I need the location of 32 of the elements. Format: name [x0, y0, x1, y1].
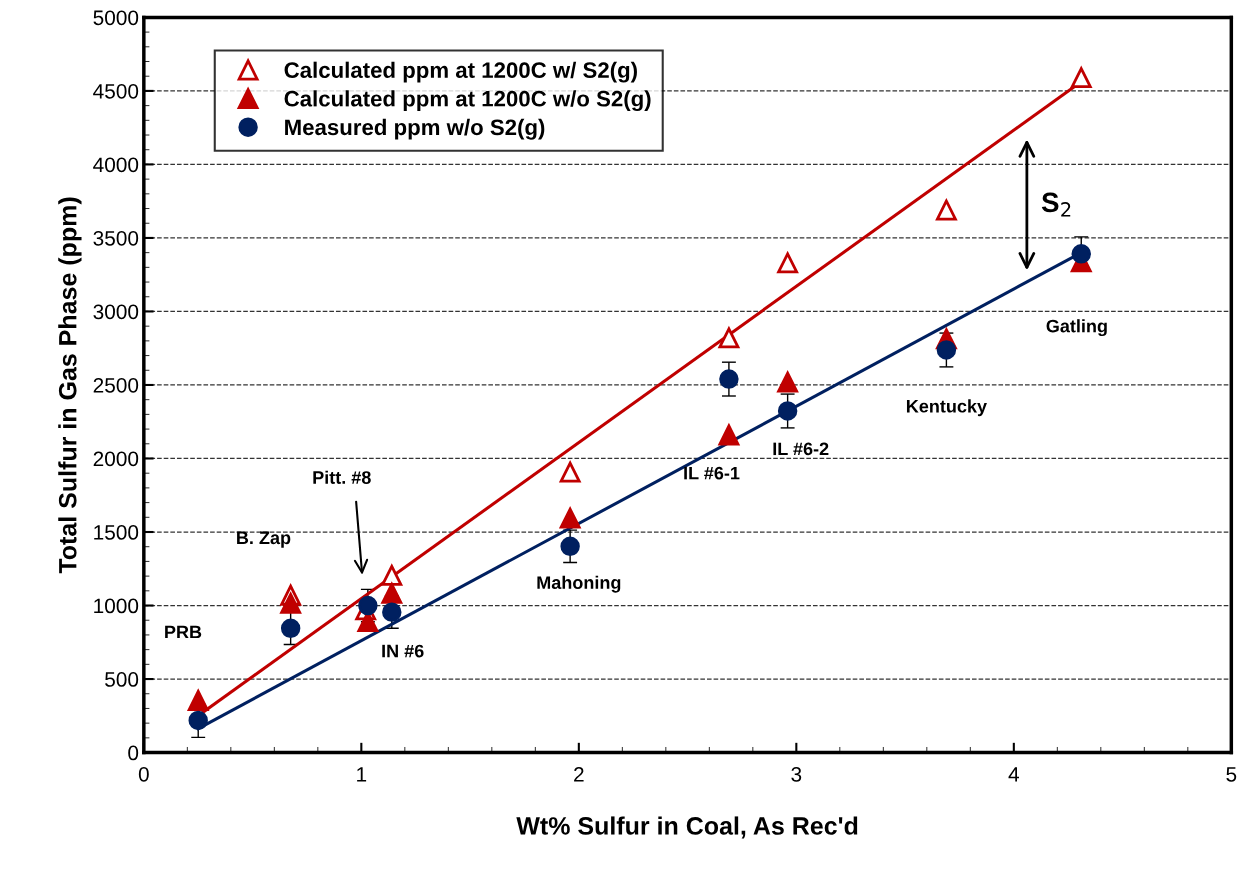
x-tick-label: 1 — [357, 767, 367, 782]
annotation: PRB — [165, 625, 202, 639]
legend-label: Calculated ppm at 1200C w/o S2(g) — [284, 90, 651, 112]
legend-label: Measured ppm w/o S2(g) — [285, 118, 545, 140]
x-tick-label: 0 — [138, 766, 149, 782]
annotation: IL #6-2 — [773, 442, 829, 456]
y-tick-label: 1000 — [94, 598, 139, 614]
annotation: Pitt. #8 — [313, 470, 371, 484]
y-tick-label: 500 — [105, 672, 139, 687]
annotation: Gatling — [1046, 319, 1107, 337]
x-tick-label: 5 — [1226, 767, 1237, 782]
x-tick-label: 2 — [574, 766, 584, 782]
y-tick-label: 2500 — [93, 377, 139, 393]
y-tick-label: 4000 — [93, 157, 139, 173]
y-tick-label: 4500 — [93, 83, 139, 99]
legend-label: Calculated ppm at 1200C w/ S2(g) — [284, 61, 637, 83]
x-tick-label: 3 — [791, 766, 802, 782]
x-axis-title: Wt% Sulfur in Coal, As Rec'd — [516, 816, 858, 839]
y-tick-label: 1500 — [94, 525, 139, 540]
annotation: IN #6 — [382, 644, 424, 658]
y-tick-label: 3500 — [93, 230, 139, 246]
x-tick-label: 4 — [1008, 767, 1020, 782]
y-tick-label: 3000 — [93, 304, 139, 320]
y-axis-title: Total Sulfur in Gas Phase (ppm) — [58, 197, 82, 574]
annotation: B. Zap — [237, 531, 291, 548]
y-tick-label: 0 — [128, 745, 139, 761]
annotation: Mahoning — [537, 575, 621, 593]
y-tick-label: 5000 — [93, 10, 139, 26]
annotation: IL #6-1 — [684, 466, 740, 480]
annotation: S$_{2}$ — [1041, 192, 1071, 217]
annotation: Kentucky — [906, 399, 987, 417]
y-tick-label: 2000 — [93, 451, 139, 467]
